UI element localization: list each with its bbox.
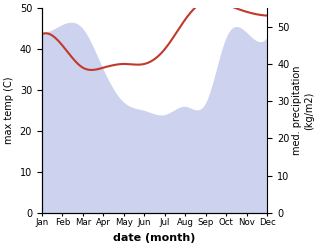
Y-axis label: max temp (C): max temp (C) bbox=[4, 77, 14, 144]
X-axis label: date (month): date (month) bbox=[114, 233, 196, 243]
Y-axis label: med. precipitation
(kg/m2): med. precipitation (kg/m2) bbox=[292, 66, 314, 155]
